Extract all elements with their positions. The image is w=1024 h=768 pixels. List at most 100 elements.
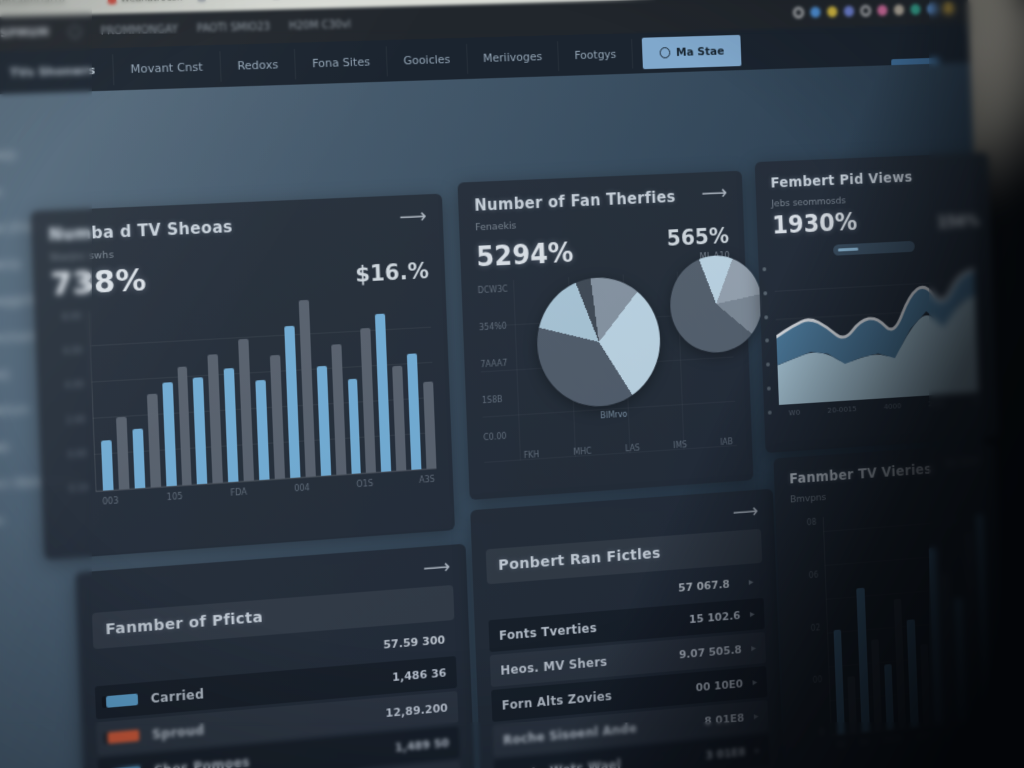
y-tick-label: 00 — [813, 675, 823, 685]
bar — [407, 354, 421, 470]
pie-caption: BIMrvo — [600, 410, 627, 421]
list-total-value: 57.59 300 — [383, 633, 446, 652]
arrow-right-icon[interactable]: ⟶ — [399, 207, 427, 228]
bar — [177, 367, 192, 485]
x-tick-label: 105 — [167, 492, 184, 505]
x-tick-label: A3S — [419, 475, 435, 487]
y-tick-label: DCW3C — [477, 284, 507, 295]
arrow-right-icon[interactable]: ⟶ — [423, 557, 451, 579]
bar — [907, 619, 919, 728]
y-tick-label: C0.00 — [483, 432, 507, 443]
y-tick-label: 354%0 — [479, 321, 507, 332]
bar — [423, 381, 436, 469]
dashboard: Sewwp Ssrp Nezz jtham Ctterrp Qmagprte percma… — [0, 63, 998, 768]
x-tick-label: 4000 — [884, 401, 902, 411]
bar — [361, 328, 377, 473]
pie-small — [668, 253, 763, 355]
y-tick-label: 08 — [807, 518, 817, 528]
plot-area — [88, 294, 436, 493]
row-value: 9.07 505.8 — [679, 643, 742, 661]
tab-active-label: Ma Stae — [676, 44, 725, 59]
chevron-right-icon: ▸ — [754, 711, 759, 722]
bar — [298, 300, 315, 477]
y-tick-dot — [764, 315, 768, 319]
x-tick-label: 20-0015 — [827, 404, 857, 415]
focus-blur-overlay — [929, 0, 1024, 768]
tab-item[interactable]: Redoxs — [220, 48, 296, 81]
row-value: 1,486 36 — [392, 666, 447, 684]
x-tick-label: MHC — [573, 447, 591, 457]
chart-legend — [833, 241, 915, 256]
tab-item[interactable]: Meriivoges — [467, 41, 560, 74]
bar — [147, 394, 161, 488]
tab-item[interactable]: Gooicles — [387, 43, 468, 75]
bar — [208, 354, 223, 483]
bar — [834, 629, 846, 734]
focus-blur-overlay — [0, 0, 1024, 34]
y-tick-dot — [766, 363, 770, 367]
bar — [270, 355, 285, 480]
card-tv-shows: Numba d TV Sheoas ⟶ Starjnc swhs 738% $1… — [31, 194, 455, 560]
bar — [101, 440, 114, 491]
bar — [884, 664, 894, 730]
y-tick-label: 06 — [809, 570, 819, 580]
metric-value: 1930% — [772, 208, 858, 240]
x-tick-label: 003 — [102, 496, 119, 509]
bar — [284, 325, 300, 478]
y-axis-ticks — [762, 263, 772, 419]
tab-item[interactable]: Fona Sites — [295, 46, 388, 79]
tab-item[interactable]: Movant Cnst — [113, 51, 221, 85]
bar — [375, 313, 391, 471]
x-tick-label: O1S — [356, 479, 373, 492]
card-title: Number of Fan Therfies — [474, 188, 676, 215]
arrow-right-icon[interactable]: ⟶ — [732, 502, 759, 523]
x-tick-label: FKH — [524, 450, 540, 460]
arrow-right-icon[interactable]: ⟶ — [701, 183, 728, 203]
focus-blur-overlay — [0, 722, 1024, 768]
tab-item[interactable]: Footgys — [558, 39, 633, 71]
metric-side-value: 565% — [666, 224, 729, 251]
row-value: 15 102.6 — [689, 609, 741, 626]
pie-large — [535, 275, 663, 410]
x-tick-label: IMS — [673, 440, 687, 450]
x-tick-label: IAB — [720, 437, 733, 447]
bar — [132, 429, 145, 489]
bar — [331, 344, 346, 475]
bar — [255, 380, 269, 480]
photo-scene: Pravamsaentlatto WeanatroeskCrfunoriasGr… — [0, 0, 1024, 768]
target-icon — [660, 47, 671, 58]
chevron-right-icon: ▸ — [750, 609, 755, 620]
y-tick-dot — [762, 267, 766, 271]
tab-active[interactable]: Ma Stae — [642, 34, 742, 68]
row-label: Heos. MV Shers — [500, 654, 607, 677]
row-label: Fonts Tverties — [499, 620, 597, 642]
card-title: Fembert Pid Views — [770, 170, 912, 192]
y-tick-label: 1S8B — [482, 395, 503, 406]
focus-blur-overlay — [0, 0, 92, 768]
list-total-value: 57 067.8 — [678, 577, 730, 594]
bar-chart: 8.00 6.00 4.00 2.00 0.00 0.10 003 105 FDA 004 O1S A… — [52, 294, 437, 512]
bar — [224, 368, 239, 482]
bar — [316, 366, 330, 476]
bar — [871, 639, 882, 731]
pie-chart-zone: DCW3C 354%0 7AAA7 1S8B C0.00 FKH MHC LAS IMS IAB B… — [477, 269, 737, 463]
chevron-right-icon: ▸ — [752, 677, 757, 688]
row-label: Carried — [150, 686, 204, 705]
x-axis-labels: FKH MHC LAS IMS IAB — [524, 437, 734, 460]
y-tick-label: 7AAA7 — [480, 358, 507, 369]
metric-value: 5294% — [476, 238, 574, 273]
legend-series-swatch — [838, 248, 859, 252]
bar — [116, 417, 129, 489]
card-fan-theories: Number of Fan Therfies ⟶ Fenaekis 5294% … — [457, 171, 753, 500]
bar — [894, 598, 906, 729]
row-badge-icon — [106, 693, 138, 707]
bar — [857, 588, 870, 732]
bar — [193, 377, 208, 485]
monitor-screen: Pravamsaentlatto WeanatroeskCrfunoriasGr… — [0, 0, 997, 768]
x-tick-label: LAS — [625, 443, 640, 453]
bar — [238, 339, 254, 482]
y-tick-dot — [767, 387, 771, 391]
y-tick-dot — [768, 410, 772, 414]
x-tick-label: 004 — [294, 483, 310, 496]
y-tick-dot — [765, 339, 769, 343]
